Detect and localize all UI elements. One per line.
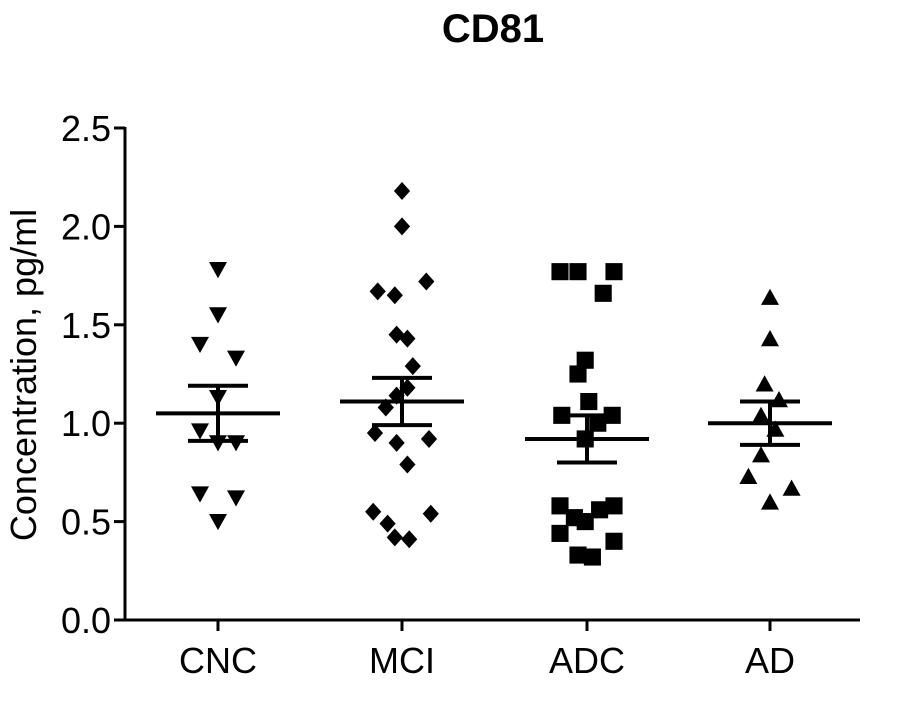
data-point-diamond (369, 282, 386, 301)
x-tick-label-mci: MCI (369, 640, 435, 681)
data-point-triangle-down (191, 486, 209, 503)
data-point-square (583, 548, 601, 566)
data-point-diamond (388, 433, 405, 452)
data-point-diamond (365, 502, 382, 521)
y-tick-label: 2.5 (61, 108, 111, 149)
data-point-triangle-down (191, 423, 209, 440)
data-point-diamond (393, 217, 411, 236)
data-point-diamond (418, 272, 435, 291)
data-point-triangle-down (227, 435, 245, 452)
data-point-diamond (393, 181, 411, 200)
data-point-diamond (401, 530, 418, 549)
mean-sem-bars (156, 375, 832, 465)
x-tick-label-ad: AD (745, 640, 795, 681)
data-point-square (580, 393, 598, 411)
data-point-triangle-down (227, 350, 245, 367)
data-points (191, 181, 801, 566)
data-point-square (605, 263, 623, 281)
data-point-square (551, 263, 569, 281)
data-point-diamond (386, 528, 403, 547)
data-point-square (576, 513, 594, 531)
data-point-diamond (399, 378, 416, 397)
y-tick-label: 2.0 (61, 206, 111, 247)
data-point-diamond (386, 286, 403, 305)
chart-title: CD81 (442, 7, 544, 51)
data-point-diamond (379, 514, 396, 533)
data-point-triangle-up (752, 446, 770, 463)
data-point-triangle-up (761, 493, 779, 510)
data-point-diamond (399, 455, 416, 474)
data-point-square (569, 546, 587, 564)
data-point-triangle-up (755, 375, 774, 392)
data-point-triangle-up (782, 479, 801, 496)
data-point-square (605, 497, 623, 515)
y-tick-label: 0.5 (61, 502, 111, 543)
data-point-triangle-down (191, 336, 209, 354)
y-axis-label: Concentration, pg/ml (3, 209, 44, 541)
data-point-triangle-up (761, 330, 779, 347)
data-point-triangle-up (739, 467, 758, 484)
x-axis: CNC MCI ADC AD (124, 618, 860, 681)
data-point-square (591, 501, 609, 519)
data-point-diamond (422, 504, 439, 523)
data-point-triangle-up (752, 406, 770, 423)
data-point-square (589, 414, 607, 432)
data-point-square (551, 524, 569, 542)
y-tick-label: 0.0 (61, 600, 111, 641)
data-point-triangle-down (209, 307, 227, 324)
x-tick-label-adc: ADC (549, 640, 625, 681)
data-point-diamond (404, 357, 421, 376)
data-point-square (551, 497, 569, 515)
x-tick-label-cnc: CNC (179, 640, 257, 681)
data-point-diamond (388, 386, 405, 405)
data-point-square (576, 351, 594, 369)
data-point-triangle-down (209, 262, 227, 279)
data-point-square (569, 263, 587, 281)
data-point-square (605, 532, 623, 550)
y-tick-label: 1.0 (61, 403, 111, 444)
data-point-diamond (388, 325, 405, 344)
data-point-diamond (366, 424, 384, 443)
y-axis: 0.0 0.5 1.0 1.5 2.0 2.5 (61, 108, 127, 641)
data-point-triangle-down (209, 513, 227, 531)
data-point-triangle-up (761, 288, 779, 305)
data-point-triangle-up (770, 391, 788, 408)
y-tick-label: 1.5 (61, 305, 111, 346)
data-point-diamond (399, 329, 416, 348)
data-point-diamond (420, 429, 438, 448)
data-point-square (594, 284, 612, 302)
data-point-triangle-down (227, 490, 245, 507)
data-point-square (569, 365, 587, 383)
